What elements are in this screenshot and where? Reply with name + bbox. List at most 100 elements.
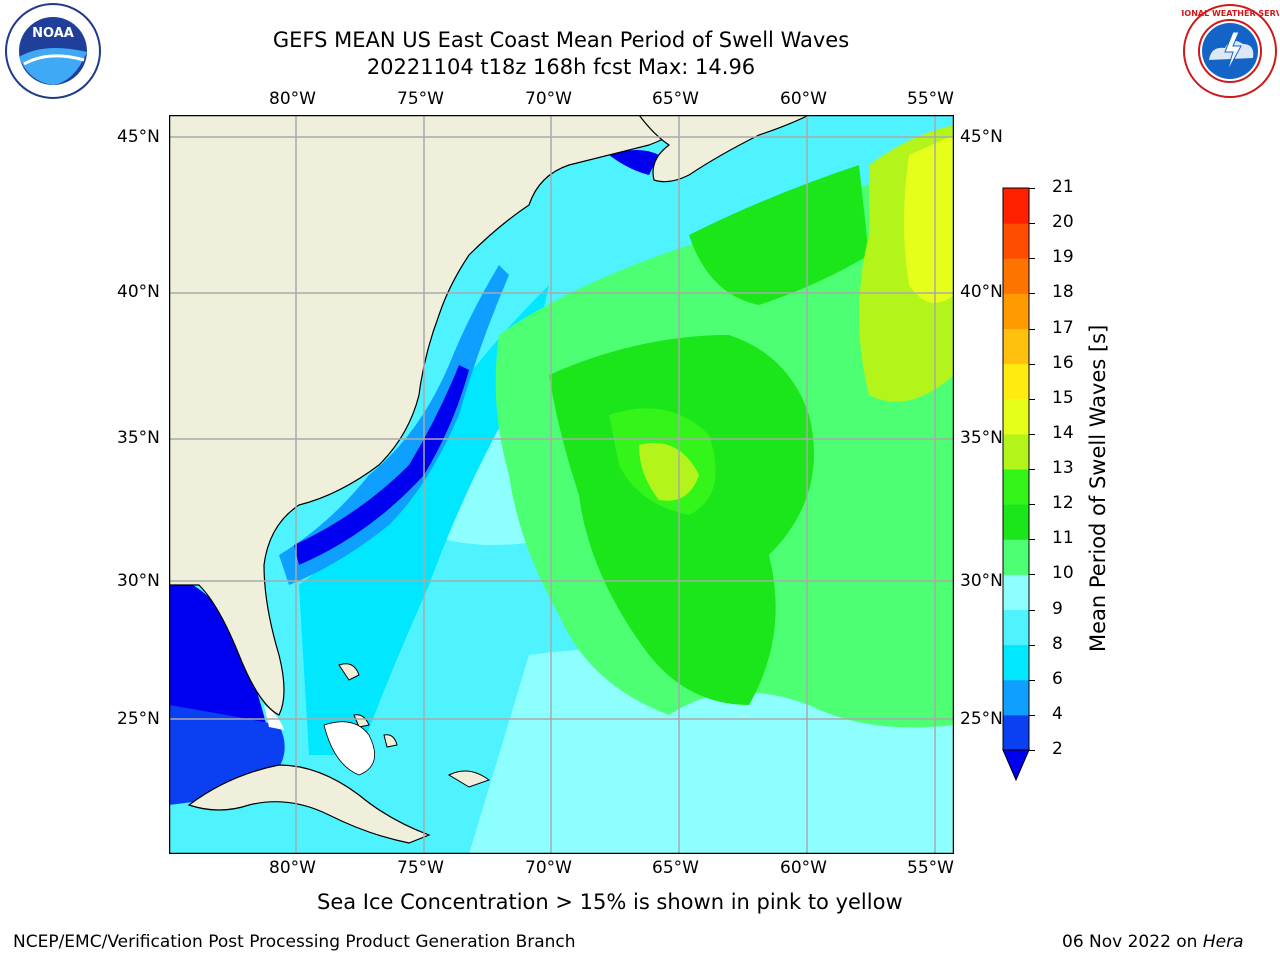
map-frame — [169, 115, 954, 854]
colorbar-tick-mark — [1029, 750, 1035, 751]
land-florida-keys — [264, 705, 284, 730]
colorbar-tick-label: 14 — [1052, 422, 1074, 443]
colorbar-tick-label: 4 — [1052, 703, 1063, 724]
land-us-east — [169, 115, 682, 716]
lon-label-bottom-65w: 65°W — [652, 858, 699, 878]
lon-label-bottom-75w: 75°W — [397, 858, 444, 878]
colorbar-tick-mark — [1029, 363, 1035, 365]
colorbar-segment — [1003, 258, 1029, 294]
lon-label-bottom-70w: 70°W — [525, 858, 572, 878]
colorbar-segment — [1003, 714, 1029, 751]
land-bahamas — [338, 663, 398, 748]
lat-label-left-40n: 40°N — [117, 282, 160, 302]
colorbar-segment — [1003, 469, 1029, 505]
colorbar — [1000, 186, 1040, 786]
colorbar-tick-mark — [1029, 574, 1035, 576]
colorbar-segment — [1003, 539, 1029, 575]
colorbar-under-triangle — [1002, 749, 1030, 782]
nws-logo-text: NATIONAL WEATHER SERVICE — [1181, 9, 1279, 18]
lon-label-top-55w: 55°W — [907, 89, 954, 109]
colorbar-label: Mean Period of Swell Waves [s] — [1086, 324, 1110, 652]
colorbar-segment — [1003, 679, 1029, 716]
nws-logo: NATIONAL WEATHER SERVICE — [1164, 2, 1280, 100]
chart-title-line1: GEFS MEAN US East Coast Mean Period of S… — [272, 28, 850, 52]
colorbar-tick-label: 13 — [1052, 458, 1074, 478]
colorbar-segment — [1003, 574, 1029, 610]
colorbar-tick-label: 12 — [1052, 493, 1074, 514]
colorbar-tick-mark — [1029, 433, 1035, 435]
colorbar-tick-mark — [1029, 469, 1035, 470]
colorbar-segment — [1003, 609, 1029, 646]
graticule — [169, 115, 954, 854]
colorbar-tick-label: 2 — [1052, 739, 1063, 759]
field-under2-ne — [609, 150, 659, 175]
colorbar-tick-mark — [1029, 398, 1035, 400]
noaa-logo-text: NOAA — [32, 26, 74, 41]
lon-label-top-75w: 75°W — [397, 89, 444, 109]
field-13to14 — [639, 443, 699, 501]
colorbar-tick-mark — [1029, 188, 1035, 189]
land-hispaniola — [447, 770, 491, 788]
colorbar-tick-label: 19 — [1052, 247, 1074, 268]
land-bahamas-bank — [323, 721, 376, 776]
colorbar-tick-label: 15 — [1052, 387, 1074, 408]
colorbar-tick-mark — [1029, 539, 1035, 541]
lat-label-right-45n: 45°N — [960, 127, 1003, 147]
swell-period-map — [169, 115, 954, 854]
colorbar-tick-label: 20 — [1052, 212, 1074, 233]
colorbar-segment — [1003, 504, 1029, 540]
colorbar-tick-label: 21 — [1052, 177, 1074, 197]
map-panel — [169, 115, 954, 854]
colorbar-tick-mark — [1029, 679, 1035, 681]
colorbar-tick-mark — [1029, 293, 1035, 295]
colorbar-segment — [1003, 223, 1029, 259]
colorbar-tick-mark — [1029, 714, 1035, 716]
lon-label-top-60w: 60°W — [780, 89, 827, 109]
land-maritimes — [638, 115, 810, 183]
lat-label-right-25n: 25°N — [960, 709, 1003, 729]
colorbar-tick-mark — [1029, 609, 1035, 611]
colorbar-tick-mark — [1029, 504, 1035, 506]
lon-label-bottom-60w: 60°W — [780, 858, 827, 878]
colorbar-svg — [1002, 187, 1030, 782]
colorbar-tick-label: 8 — [1052, 633, 1063, 654]
colorbar-tick-label: 16 — [1052, 352, 1074, 373]
field-10to11-north — [689, 165, 869, 305]
colorbar-segment — [1003, 328, 1029, 365]
noaa-logo: NOAA — [4, 2, 102, 100]
footer-left: NCEP/EMC/Verification Post Processing Pr… — [13, 932, 576, 952]
sea-ice-note: Sea Ice Concentration > 15% is shown in … — [317, 890, 903, 914]
colorbar-tick-mark — [1029, 258, 1035, 260]
colorbar-tick-label: 18 — [1052, 282, 1074, 303]
land-cuba — [187, 764, 431, 844]
colorbar-tick-mark — [1029, 644, 1035, 646]
colorbar-segment — [1003, 363, 1029, 400]
footer-host: Hera — [1202, 932, 1244, 952]
colorbar-tick-label: 10 — [1052, 563, 1074, 584]
footer-date: 06 Nov 2022 on — [1062, 932, 1203, 952]
colorbar-tick-label: 6 — [1052, 668, 1063, 689]
field-13to14-ne — [904, 135, 954, 303]
lon-label-top-80w: 80°W — [269, 89, 316, 109]
lat-label-left-35n: 35°N — [117, 428, 160, 448]
colorbar-tick-mark — [1029, 223, 1035, 225]
colorbar-tick-label: 17 — [1052, 317, 1074, 338]
lat-label-right-40n: 40°N — [960, 282, 1003, 302]
colorbar-segment — [1003, 188, 1029, 224]
lat-label-left-25n: 25°N — [117, 709, 160, 729]
colorbar-segment — [1003, 293, 1029, 329]
lon-label-bottom-55w: 55°W — [907, 858, 954, 878]
lon-label-bottom-80w: 80°W — [269, 858, 316, 878]
colorbar-segment — [1003, 644, 1029, 681]
lon-label-top-65w: 65°W — [652, 89, 699, 109]
lat-label-left-30n: 30°N — [117, 571, 160, 591]
footer-right: 06 Nov 2022 on Hera — [1062, 932, 1244, 952]
colorbar-tick-label: 11 — [1052, 528, 1074, 549]
colorbar-tick-label: 9 — [1052, 598, 1063, 619]
colorbar-segment — [1003, 433, 1029, 470]
lat-label-left-45n: 45°N — [117, 127, 160, 147]
chart-title-line2: 20221104 t18z 168h fcst Max: 14.96 — [366, 55, 756, 79]
colorbar-segment — [1003, 398, 1029, 435]
lat-label-right-35n: 35°N — [960, 428, 1003, 448]
lon-label-top-70w: 70°W — [525, 89, 572, 109]
